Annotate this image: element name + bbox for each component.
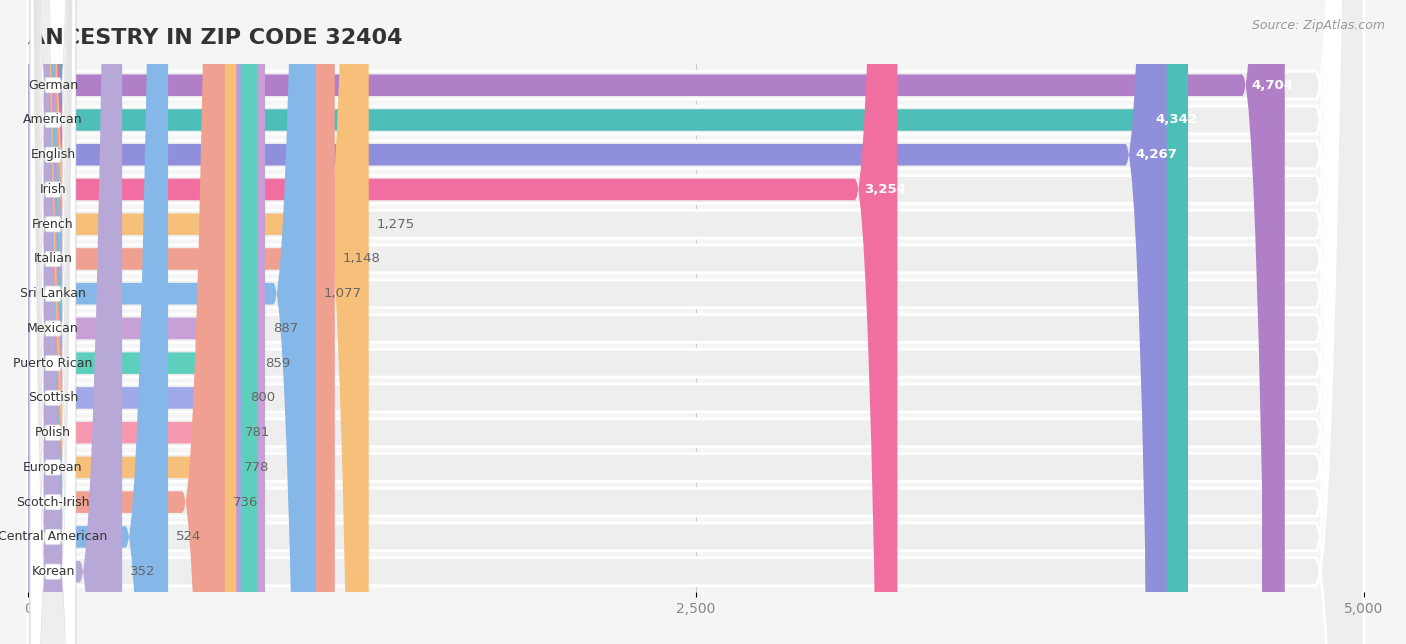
Text: Central American: Central American <box>0 531 108 544</box>
FancyBboxPatch shape <box>28 0 1364 644</box>
Text: ANCESTRY IN ZIP CODE 32404: ANCESTRY IN ZIP CODE 32404 <box>28 28 402 48</box>
Text: 1,148: 1,148 <box>343 252 381 265</box>
Text: 524: 524 <box>176 531 201 544</box>
FancyBboxPatch shape <box>28 0 1364 644</box>
Text: American: American <box>22 113 83 126</box>
FancyBboxPatch shape <box>1146 0 1167 644</box>
FancyBboxPatch shape <box>28 0 1364 644</box>
Text: Korean: Korean <box>31 565 75 578</box>
Text: Sri Lankan: Sri Lankan <box>20 287 86 300</box>
Text: Puerto Rican: Puerto Rican <box>13 357 93 370</box>
Text: 778: 778 <box>245 461 270 474</box>
FancyBboxPatch shape <box>28 0 225 644</box>
FancyBboxPatch shape <box>31 0 76 644</box>
FancyBboxPatch shape <box>1166 0 1187 644</box>
Text: 4,704: 4,704 <box>1251 79 1294 91</box>
Text: Scotch-Irish: Scotch-Irish <box>17 496 90 509</box>
FancyBboxPatch shape <box>28 0 1364 644</box>
Text: French: French <box>32 218 73 231</box>
FancyBboxPatch shape <box>28 0 1188 644</box>
FancyBboxPatch shape <box>31 0 76 644</box>
FancyBboxPatch shape <box>28 0 257 644</box>
Text: 3,254: 3,254 <box>865 183 907 196</box>
FancyBboxPatch shape <box>31 0 76 644</box>
FancyBboxPatch shape <box>28 0 1364 644</box>
Text: 800: 800 <box>250 392 276 404</box>
FancyBboxPatch shape <box>31 0 76 644</box>
Text: 1,077: 1,077 <box>323 287 361 300</box>
FancyBboxPatch shape <box>31 0 76 644</box>
FancyBboxPatch shape <box>31 0 76 644</box>
FancyBboxPatch shape <box>28 0 236 644</box>
Text: 781: 781 <box>245 426 270 439</box>
FancyBboxPatch shape <box>28 0 1364 644</box>
FancyBboxPatch shape <box>31 0 76 644</box>
FancyBboxPatch shape <box>31 0 76 644</box>
Text: 4,342: 4,342 <box>1154 113 1197 126</box>
FancyBboxPatch shape <box>28 0 368 644</box>
FancyBboxPatch shape <box>28 0 897 644</box>
Text: Scottish: Scottish <box>28 392 79 404</box>
Text: 1,275: 1,275 <box>377 218 415 231</box>
FancyBboxPatch shape <box>31 0 76 644</box>
FancyBboxPatch shape <box>28 0 1364 644</box>
FancyBboxPatch shape <box>28 0 236 644</box>
FancyBboxPatch shape <box>28 0 1364 644</box>
Text: 859: 859 <box>266 357 291 370</box>
FancyBboxPatch shape <box>28 0 242 644</box>
FancyBboxPatch shape <box>31 0 76 644</box>
Text: Source: ZipAtlas.com: Source: ZipAtlas.com <box>1251 19 1385 32</box>
FancyBboxPatch shape <box>28 0 169 644</box>
FancyBboxPatch shape <box>28 0 1364 644</box>
Text: English: English <box>31 148 76 161</box>
Text: Mexican: Mexican <box>27 322 79 335</box>
FancyBboxPatch shape <box>31 0 76 644</box>
Text: 736: 736 <box>233 496 259 509</box>
FancyBboxPatch shape <box>31 0 76 644</box>
Text: 4,267: 4,267 <box>1135 148 1177 161</box>
Text: 887: 887 <box>273 322 298 335</box>
Text: German: German <box>28 79 77 91</box>
FancyBboxPatch shape <box>875 0 896 644</box>
Text: Polish: Polish <box>35 426 70 439</box>
FancyBboxPatch shape <box>28 0 266 644</box>
FancyBboxPatch shape <box>28 0 1285 644</box>
Text: European: European <box>24 461 83 474</box>
FancyBboxPatch shape <box>28 0 1364 644</box>
Text: Irish: Irish <box>39 183 66 196</box>
Text: 352: 352 <box>131 565 156 578</box>
FancyBboxPatch shape <box>28 0 335 644</box>
FancyBboxPatch shape <box>28 0 1364 644</box>
FancyBboxPatch shape <box>28 0 316 644</box>
FancyBboxPatch shape <box>28 0 1364 644</box>
FancyBboxPatch shape <box>31 0 76 644</box>
Text: Italian: Italian <box>34 252 72 265</box>
FancyBboxPatch shape <box>31 0 76 644</box>
FancyBboxPatch shape <box>1263 0 1284 644</box>
FancyBboxPatch shape <box>28 0 1364 644</box>
FancyBboxPatch shape <box>28 0 1364 644</box>
FancyBboxPatch shape <box>28 0 1168 644</box>
FancyBboxPatch shape <box>28 0 1364 644</box>
FancyBboxPatch shape <box>31 0 76 644</box>
FancyBboxPatch shape <box>28 0 122 644</box>
